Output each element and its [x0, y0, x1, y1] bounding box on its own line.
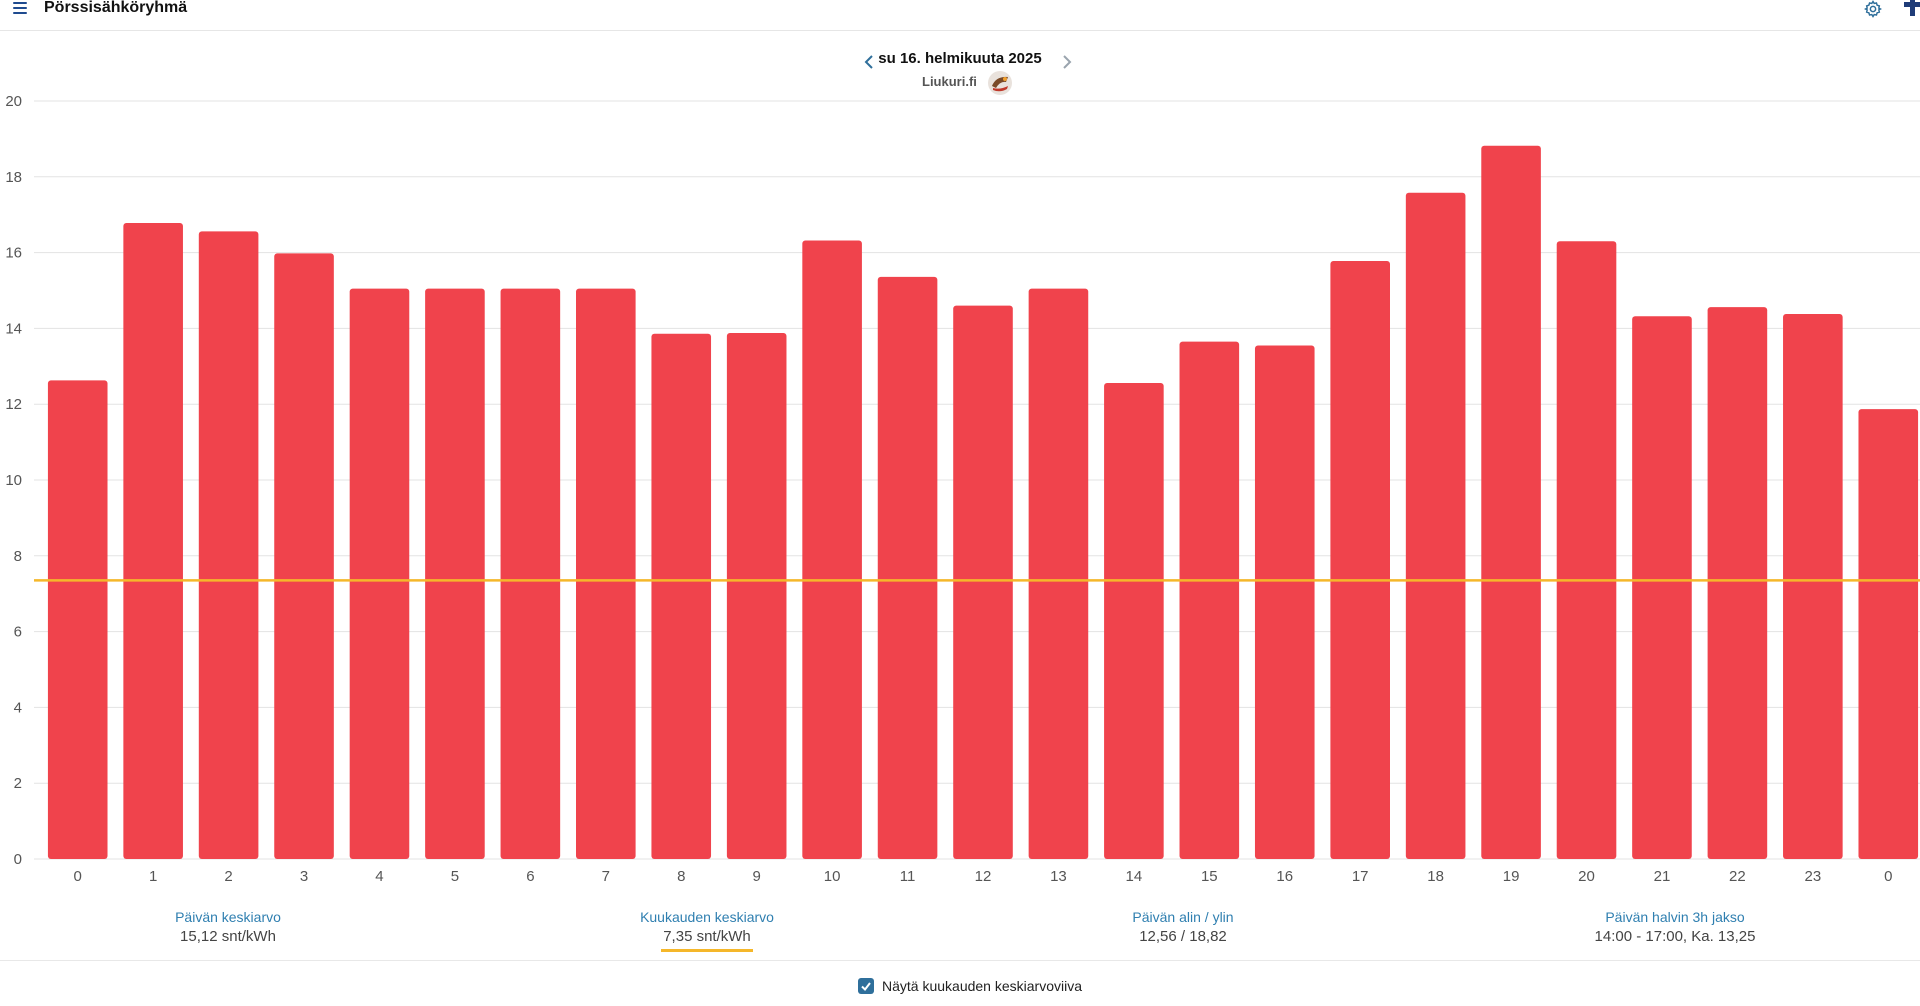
y-tick-label: 18: [5, 169, 22, 186]
stat-day-average: Päivän keskiarvo 15,12 snt/kWh: [28, 908, 428, 948]
bar[interactable]: [651, 333, 712, 859]
bar[interactable]: [953, 305, 1013, 859]
x-tick-label: 17: [1352, 868, 1369, 885]
stat-label[interactable]: Päivän keskiarvo: [175, 909, 281, 925]
y-axis: 0 2 4 6 8 10 12 14 16 18 20: [5, 93, 22, 868]
stat-label[interactable]: Kuukauden keskiarvo: [640, 909, 774, 925]
bar[interactable]: [47, 380, 108, 859]
bar[interactable]: [1179, 341, 1240, 859]
liukuri-logo-icon: [988, 71, 1012, 95]
toggle-label: Näytä kuukauden keskiarvoviiva: [882, 978, 1082, 994]
bar[interactable]: [1028, 288, 1089, 859]
stat-day-min-max: Päivän alin / ylin 12,56 / 18,82: [983, 908, 1383, 948]
bar[interactable]: [425, 288, 485, 859]
bar[interactable]: [1104, 382, 1164, 859]
bar[interactable]: [726, 332, 787, 859]
bar[interactable]: [1556, 241, 1617, 860]
bar[interactable]: [198, 231, 259, 860]
bar[interactable]: [1783, 313, 1843, 859]
x-tick-label: 19: [1503, 868, 1520, 885]
check-icon: [861, 982, 871, 992]
x-tick-label: 7: [602, 868, 610, 885]
bar[interactable]: [1632, 316, 1692, 860]
stat-value: 7,35 snt/kWh: [661, 926, 753, 952]
x-tick-label: 0: [74, 868, 82, 885]
gear-icon[interactable]: [1864, 0, 1882, 18]
x-tick-label: 8: [677, 868, 685, 885]
y-tick-label: 12: [5, 396, 22, 413]
plus-icon[interactable]: [1904, 0, 1920, 16]
x-tick-label: 11: [900, 868, 916, 885]
bar[interactable]: [349, 288, 410, 859]
chevron-right-icon[interactable]: [1060, 52, 1074, 72]
bar[interactable]: [576, 288, 636, 859]
bar[interactable]: [877, 276, 938, 859]
x-tick-label: 22: [1729, 868, 1746, 885]
y-tick-label: 16: [5, 245, 22, 262]
bar[interactable]: [1858, 409, 1919, 859]
y-tick-label: 10: [5, 472, 22, 489]
x-tick-label: 4: [375, 868, 383, 885]
stat-label[interactable]: Päivän alin / ylin: [1132, 909, 1234, 925]
y-tick-label: 20: [5, 93, 22, 110]
stat-value: 15,12 snt/kWh: [180, 928, 276, 945]
y-tick-label: 0: [14, 851, 22, 868]
y-tick-label: 6: [14, 624, 22, 641]
x-tick-label: 16: [1276, 868, 1293, 885]
y-tick-label: 2: [14, 775, 22, 792]
stats-row: Päivän keskiarvo 15,12 snt/kWh Kuukauden…: [0, 908, 1920, 958]
stat-cheapest-3h: Päivän halvin 3h jakso 14:00 - 17:00, Ka…: [1475, 908, 1875, 948]
x-tick-label: 3: [300, 868, 308, 885]
x-axis: 0 1 2 3 4 5 6 7 8 9 10 11 12 13 14 15 16 17 18 19 20 21 22 23 0: [74, 868, 1893, 885]
x-tick-label: 23: [1804, 868, 1821, 885]
chart-source: Liukuri.fi: [922, 74, 977, 89]
x-tick-label: 18: [1427, 868, 1444, 885]
bar[interactable]: [123, 223, 183, 860]
x-tick-label: 0: [1884, 868, 1892, 885]
x-tick-label: 12: [975, 868, 992, 885]
chart-header: su 16. helmikuuta 2025 Liukuri.fi: [0, 46, 1920, 96]
bar[interactable]: [1330, 260, 1390, 859]
bar-series: [47, 145, 1919, 860]
chart-date-title: su 16. helmikuuta 2025: [878, 50, 1042, 67]
x-tick-label: 13: [1050, 868, 1067, 885]
bar[interactable]: [500, 288, 561, 859]
bar[interactable]: [1405, 192, 1466, 859]
checkbox[interactable]: [858, 978, 874, 994]
bar[interactable]: [1481, 145, 1541, 860]
stat-month-average: Kuukauden keskiarvo 7,35 snt/kWh: [507, 908, 907, 952]
x-tick-label: 15: [1201, 868, 1218, 885]
divider: [0, 960, 1920, 961]
stat-value: 14:00 - 17:00, Ka. 13,25: [1594, 928, 1756, 945]
y-tick-label: 4: [14, 699, 22, 716]
month-average-line-toggle[interactable]: Näytä kuukauden keskiarvoviiva: [858, 976, 1082, 996]
hamburger-menu-icon[interactable]: [12, 0, 28, 16]
x-tick-label: 20: [1578, 868, 1595, 885]
stat-value: 12,56 / 18,82: [1139, 928, 1227, 945]
y-tick-label: 8: [14, 548, 22, 565]
bar[interactable]: [1254, 345, 1315, 859]
bar[interactable]: [802, 240, 862, 860]
x-tick-label: 5: [451, 868, 459, 885]
x-tick-label: 1: [149, 868, 157, 885]
app-title: Pörssisähköryhmä: [44, 0, 188, 16]
x-tick-label: 6: [526, 868, 534, 885]
x-tick-label: 21: [1654, 868, 1671, 885]
x-tick-label: 14: [1126, 868, 1143, 885]
x-tick-label: 10: [824, 868, 841, 885]
x-tick-label: 2: [224, 868, 232, 885]
stat-label[interactable]: Päivän halvin 3h jakso: [1605, 909, 1745, 925]
bar[interactable]: [1707, 307, 1768, 859]
bar[interactable]: [274, 253, 334, 859]
x-tick-label: 9: [753, 868, 761, 885]
chevron-left-icon[interactable]: [862, 52, 876, 72]
y-tick-label: 14: [5, 320, 22, 337]
top-bar: Pörssisähköryhmä: [0, 0, 1920, 31]
